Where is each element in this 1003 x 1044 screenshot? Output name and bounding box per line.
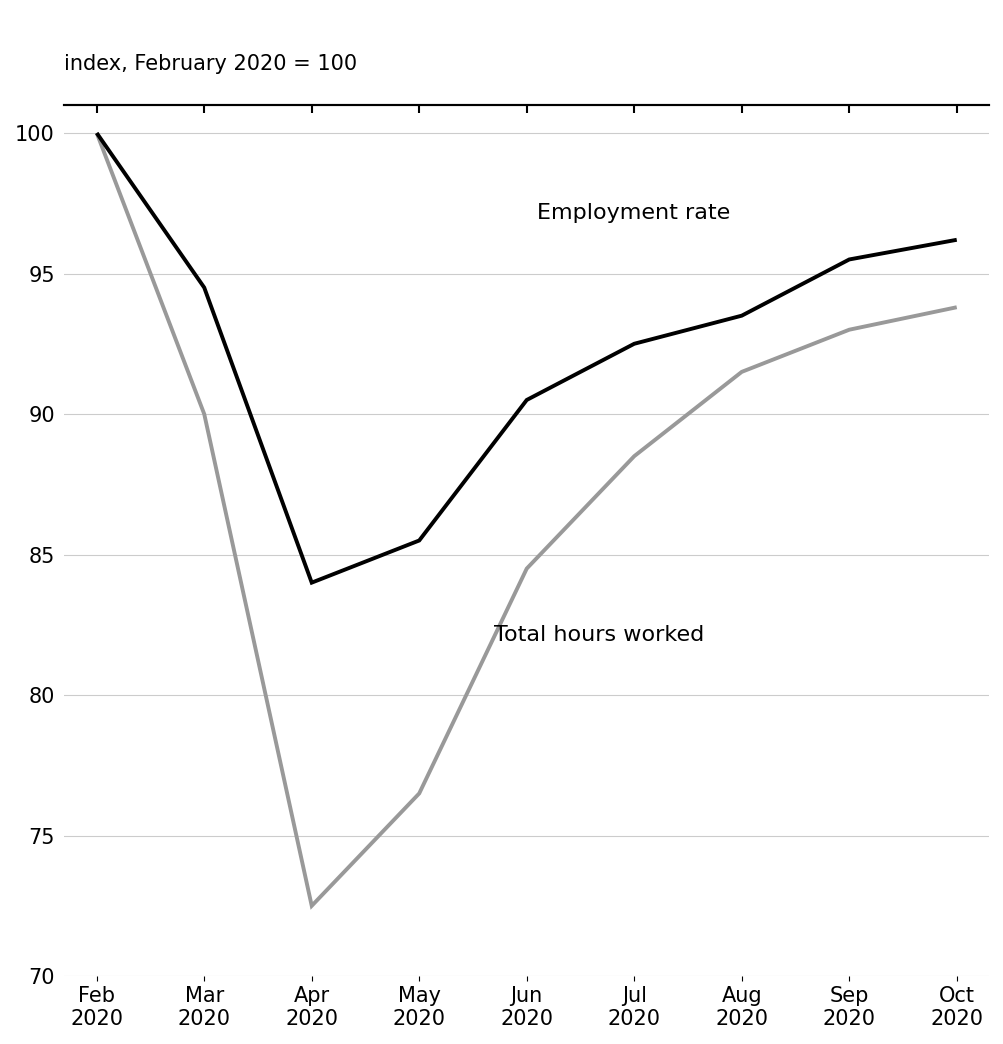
Text: Total hours worked: Total hours worked	[494, 624, 704, 645]
Text: index, February 2020 = 100: index, February 2020 = 100	[64, 54, 357, 74]
Text: Employment rate: Employment rate	[537, 203, 730, 223]
